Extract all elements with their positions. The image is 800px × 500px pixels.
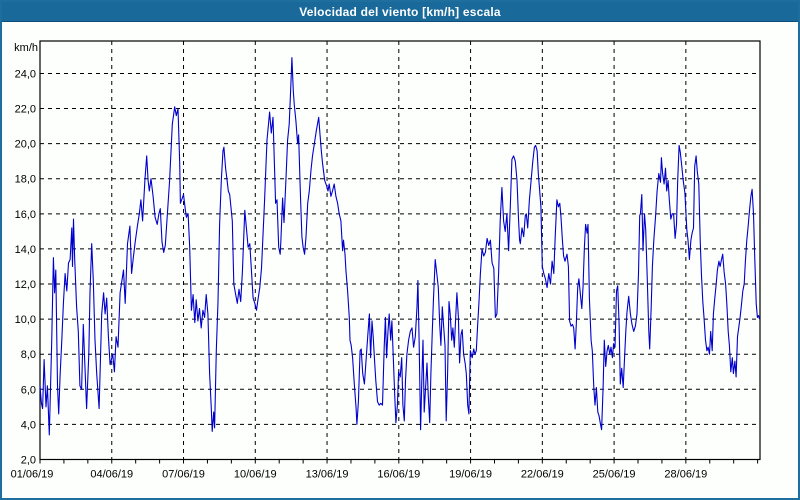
- x-axis-label: 25/06/19: [593, 469, 636, 481]
- y-axis-label: 8,0: [21, 349, 36, 361]
- y-axis-label: 22,0: [15, 104, 36, 116]
- y-axis-unit-label: km/h: [14, 42, 38, 54]
- y-axis-label: 10,0: [15, 314, 36, 326]
- x-axis-label: 16/06/19: [377, 469, 420, 481]
- y-axis-label: 2,0: [21, 455, 36, 467]
- x-axis-label: 22/06/19: [521, 469, 564, 481]
- y-axis-label: 12,0: [15, 279, 36, 291]
- x-axis-label: 28/06/19: [664, 469, 707, 481]
- x-axis-label: 01/06/19: [11, 469, 54, 481]
- x-axis-label: 07/06/19: [162, 469, 205, 481]
- x-axis-label: 13/06/19: [306, 469, 349, 481]
- chart-title: Velocidad del viento [km/h] escala: [299, 4, 501, 19]
- wind-speed-line-chart: 2,0 4,0 6,0 8,0 10,0 12,0 14,0 16,0 18,0 20,0 22,0…: [11, 40, 761, 481]
- wind-speed-line: [39, 57, 761, 436]
- chart-body: 2,0 4,0 6,0 8,0 10,0 12,0 14,0 16,0 18,0 20,0 22,0…: [2, 22, 798, 498]
- chart-title-bar: Velocidad del viento [km/h] escala: [2, 2, 798, 22]
- y-axis-label: 16,0: [15, 209, 36, 221]
- x-axis-label: 19/06/19: [449, 469, 492, 481]
- y-axis-label: 14,0: [15, 244, 36, 256]
- y-axis-label: 24,0: [15, 68, 36, 80]
- y-axis-label: 4,0: [21, 419, 36, 431]
- y-axis-label: 18,0: [15, 174, 36, 186]
- y-axis-label: 20,0: [15, 139, 36, 151]
- y-axis-label: 6,0: [21, 384, 36, 396]
- x-axis-label: 04/06/19: [90, 469, 133, 481]
- plot-border: [39, 40, 761, 461]
- x-axis-label: 10/06/19: [234, 469, 277, 481]
